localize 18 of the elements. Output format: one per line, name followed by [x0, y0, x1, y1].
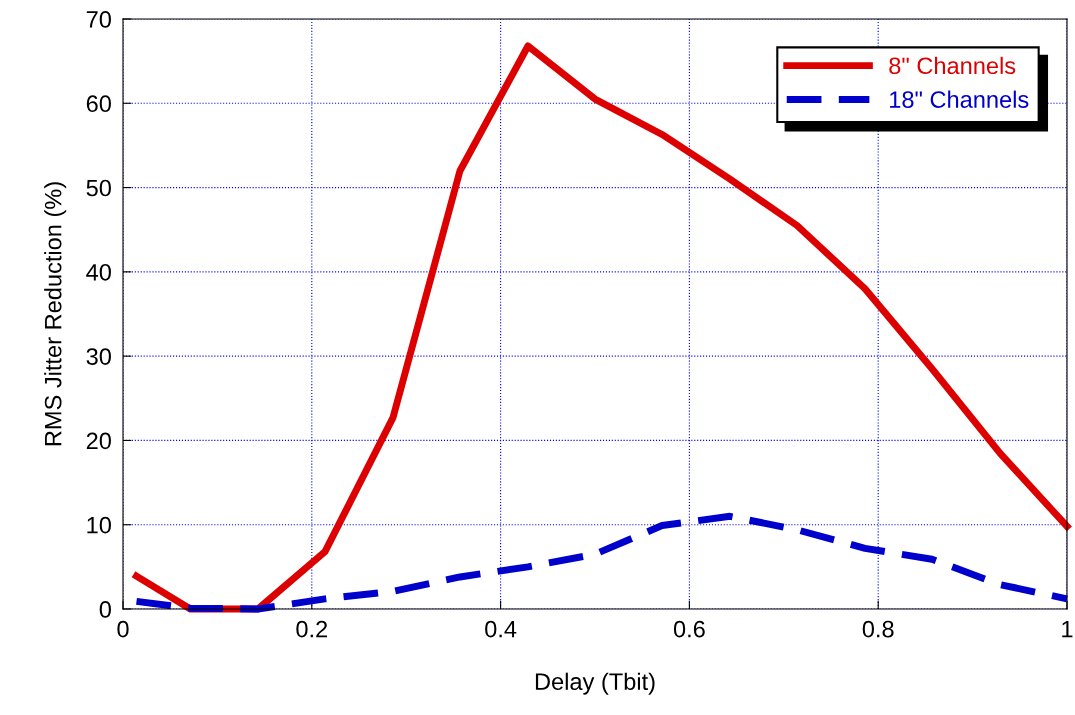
y-tick-label: 30 — [86, 348, 111, 365]
x-tick-label: 0.8 — [862, 620, 894, 638]
x-tick-label: 0 — [117, 620, 129, 638]
legend-label: 8" Channels — [889, 56, 1016, 75]
y-tick-label: 10 — [87, 516, 111, 534]
x-axis-title: Delay (Tbit) — [535, 672, 655, 695]
y-tick-label: 70 — [86, 11, 111, 28]
y-axis-title: RMS Jitter Reduction (%) — [44, 182, 67, 446]
x-tick-label: 0.2 — [296, 620, 328, 638]
x-tick-label: 0.4 — [485, 620, 517, 638]
y-tick-label: 60 — [86, 95, 111, 113]
y-tick-label: 0 — [99, 601, 111, 618]
y-tick-label: 50 — [86, 179, 111, 197]
y-tick-label: 40 — [86, 263, 111, 281]
x-tick-label: 0.6 — [673, 620, 705, 638]
y-tick-label: 20 — [86, 432, 111, 450]
legend-label: 18" Channels — [890, 90, 1029, 108]
x-tick-label: 1 — [1062, 620, 1073, 638]
